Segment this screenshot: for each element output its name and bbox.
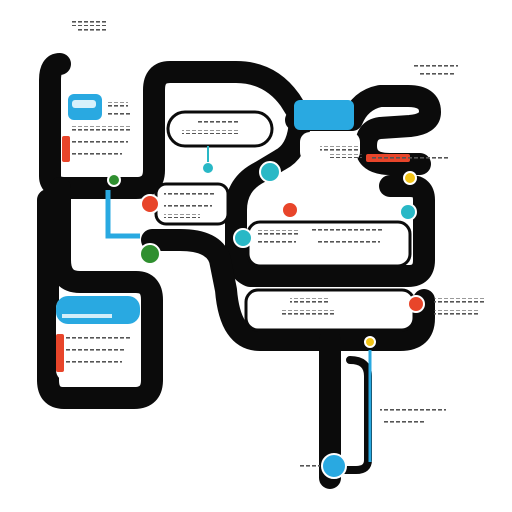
scribble-top-right-2 <box>418 72 454 77</box>
pipe-bottom-inner <box>340 356 372 474</box>
node-teal-bottom <box>321 453 347 479</box>
scribble-right-mid-2 <box>434 310 478 315</box>
node-teal-upper <box>201 161 215 175</box>
scribble-tank-2 <box>106 112 130 117</box>
tank-card-header-highlight <box>72 100 96 108</box>
scribble-left-tall-2 <box>66 336 130 341</box>
scribble-left-tall-3 <box>66 348 126 353</box>
scribble-top-right <box>414 64 458 69</box>
left-tall-box-header <box>56 296 140 324</box>
scribble-top-left <box>72 20 108 26</box>
scribble-center-2 <box>256 240 296 245</box>
scribble-mid-small-2 <box>164 204 212 209</box>
node-yellow-right <box>403 171 417 185</box>
node-red-center <box>281 201 299 219</box>
node-red-right <box>407 295 425 313</box>
scribble-pill <box>196 120 240 125</box>
node-teal-mid <box>233 228 253 248</box>
pipe-right-hook <box>285 85 441 175</box>
node-yellow-lower <box>364 336 376 348</box>
pipe-network <box>37 53 441 489</box>
node-teal-right <box>399 203 417 221</box>
scribble-lower-2 <box>280 310 334 315</box>
node-red-mid <box>140 194 160 214</box>
scribble-center-3 <box>312 228 382 233</box>
scribble-tank-5 <box>72 152 122 157</box>
node-green-mid <box>139 243 161 265</box>
scribble-tank-4 <box>72 140 128 145</box>
scribble-mid-small-3 <box>164 214 200 218</box>
scribble-mid-small-1 <box>164 192 216 197</box>
scribble-bottom-2 <box>384 420 424 425</box>
pipe-top-left-loop <box>39 53 311 199</box>
blue-connector-left <box>105 190 140 239</box>
pipe-left-tall-loop <box>37 177 163 409</box>
tank-red-strip <box>62 136 70 162</box>
scribble-tank-3 <box>72 126 130 131</box>
node-markers <box>107 146 425 479</box>
scribble-top-left-2 <box>78 28 106 33</box>
scribble-tank-1 <box>106 102 128 107</box>
scribble-left-tall-4 <box>66 360 122 365</box>
scribble-right-red <box>372 156 448 161</box>
scribble-bottom-1 <box>380 408 446 413</box>
left-tall-red-strip <box>56 334 64 372</box>
scribble-bottom-3 <box>300 464 320 468</box>
scribble-right-mid <box>434 298 486 303</box>
scribble-pill-2 <box>182 130 238 134</box>
scribble-right-hook-2 <box>330 154 362 158</box>
scribble-center-1 <box>256 230 300 235</box>
scribble-lower-1 <box>290 298 330 303</box>
pipe-lower-connector <box>141 229 435 351</box>
node-teal-center <box>259 161 281 183</box>
upper-pill-box <box>166 110 274 148</box>
pipe-center-column <box>225 105 435 287</box>
node-green-left <box>107 173 121 187</box>
scribble-text-blocks <box>62 20 486 468</box>
scribble-right-hook <box>320 146 360 151</box>
top-center-blue-band <box>294 100 354 130</box>
scribble-left-tall-1 <box>62 314 112 318</box>
scribble-center-4 <box>318 240 380 245</box>
